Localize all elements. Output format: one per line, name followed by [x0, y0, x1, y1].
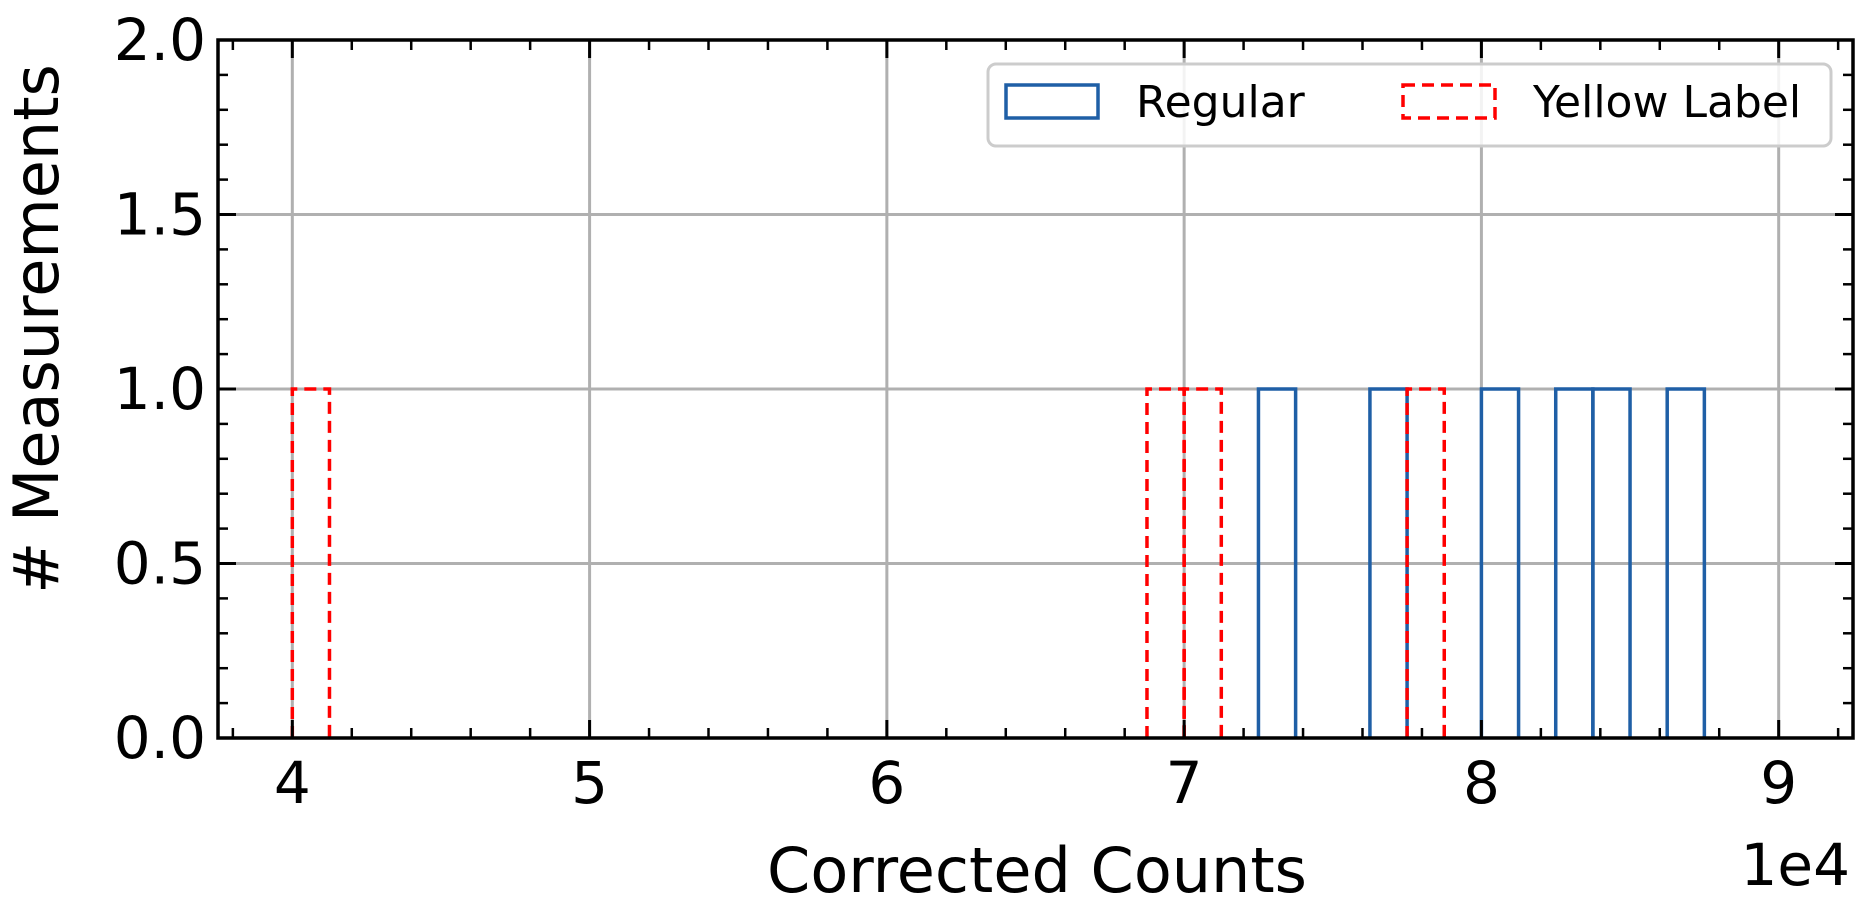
x-tick-label-4: 8 [1463, 749, 1500, 817]
x-tick-label-0: 4 [274, 749, 311, 817]
x-tick-label-2: 6 [868, 749, 905, 817]
histogram-bin-regular-5 [1665, 387, 1707, 738]
histogram-bin-regular-0 [1256, 387, 1298, 738]
y-tick-label-1: 0.5 [114, 530, 206, 598]
y-tick-label-0: 0.0 [114, 704, 206, 772]
histogram-bin-yellow-label-2 [1182, 387, 1224, 738]
histogram-bin-yellow-label-0 [290, 387, 332, 738]
histogram-bin-regular-4 [1591, 387, 1632, 738]
x-axis-offset-text: 1e4 [1741, 831, 1851, 899]
histogram-bin-regular-2 [1479, 387, 1521, 738]
y-tick-label-4: 2.0 [114, 6, 206, 74]
y-axis-label: # Measurements [0, 64, 73, 594]
x-axis-label: Corrected Counts [767, 834, 1307, 907]
legend-swatch-yellow-label [1401, 83, 1497, 120]
x-tick-label-3: 7 [1166, 749, 1203, 817]
y-tick-label-3: 1.5 [114, 181, 206, 249]
legend[interactable]: Regular Yellow Label [986, 62, 1833, 148]
tick-labels: 4 5 6 7 8 9 0.0 0.5 1.0 1.5 2.0 [114, 6, 1797, 817]
legend-swatch-regular [1004, 83, 1100, 120]
x-tick-label-1: 5 [571, 749, 608, 817]
legend-box [986, 62, 1833, 148]
legend-label-yellow-label: Yellow Label [1532, 77, 1801, 128]
histogram-bars [290, 387, 1707, 738]
axis-ticks [218, 38, 1853, 740]
x-tick-label-5: 9 [1760, 749, 1797, 817]
y-tick-label-2: 1.0 [114, 355, 206, 423]
legend-label-regular: Regular [1136, 77, 1306, 128]
histogram-bin-yellow-label-3 [1405, 387, 1446, 738]
